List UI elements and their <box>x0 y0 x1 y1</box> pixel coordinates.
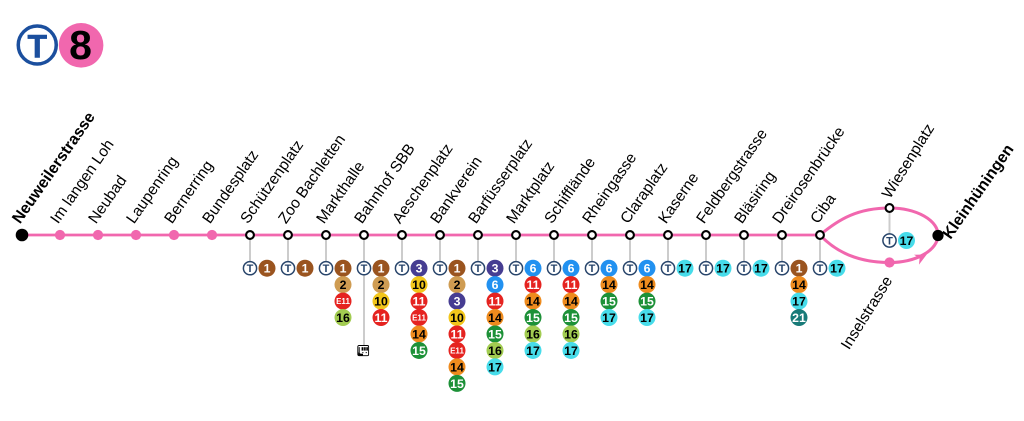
svg-text:10: 10 <box>450 311 464 325</box>
svg-text:15: 15 <box>640 295 654 309</box>
svg-text:6: 6 <box>606 262 613 276</box>
svg-text:T: T <box>886 235 893 247</box>
svg-text:E11: E11 <box>450 346 464 355</box>
svg-text:T: T <box>741 263 748 275</box>
svg-text:11: 11 <box>527 278 540 292</box>
svg-text:1: 1 <box>796 262 803 276</box>
svg-text:14: 14 <box>602 278 616 292</box>
svg-text:14: 14 <box>412 327 426 341</box>
svg-text:14: 14 <box>488 311 502 325</box>
svg-text:14: 14 <box>526 295 540 309</box>
svg-text:E11: E11 <box>336 297 350 306</box>
svg-text:8: 8 <box>69 22 92 68</box>
svg-text:10: 10 <box>374 295 388 309</box>
svg-text:T: T <box>703 263 710 275</box>
svg-text:17: 17 <box>792 295 806 309</box>
svg-text:6: 6 <box>644 262 651 276</box>
svg-text:21: 21 <box>792 311 806 325</box>
svg-text:16: 16 <box>336 311 350 325</box>
svg-text:T: T <box>589 263 596 275</box>
svg-text:T: T <box>627 263 634 275</box>
svg-text:15: 15 <box>564 311 578 325</box>
svg-text:15: 15 <box>526 311 540 325</box>
svg-text:11: 11 <box>413 295 426 309</box>
svg-text:T: T <box>817 263 824 275</box>
svg-text:10: 10 <box>412 278 426 292</box>
svg-text:15: 15 <box>602 295 616 309</box>
svg-text:14: 14 <box>564 295 578 309</box>
svg-text:1: 1 <box>454 262 461 276</box>
svg-text:T: T <box>475 263 482 275</box>
svg-text:T: T <box>285 263 292 275</box>
svg-text:T: T <box>323 263 330 275</box>
svg-text:1: 1 <box>302 262 309 276</box>
svg-text:17: 17 <box>488 360 502 374</box>
svg-text:17: 17 <box>754 262 768 276</box>
svg-text:2: 2 <box>378 278 385 292</box>
svg-text:17: 17 <box>900 234 914 248</box>
svg-text:T: T <box>665 263 672 275</box>
svg-text:16: 16 <box>488 344 502 358</box>
svg-text:2: 2 <box>454 278 461 292</box>
svg-text:15: 15 <box>450 377 464 391</box>
svg-text:11: 11 <box>375 311 388 325</box>
svg-text:T: T <box>247 263 254 275</box>
svg-text:17: 17 <box>830 262 844 276</box>
svg-text:11: 11 <box>565 278 578 292</box>
svg-text:1: 1 <box>340 262 347 276</box>
svg-text:T: T <box>437 263 444 275</box>
svg-text:T: T <box>399 263 406 275</box>
svg-text:16: 16 <box>526 327 540 341</box>
svg-text:16: 16 <box>564 327 578 341</box>
svg-text:1: 1 <box>378 262 385 276</box>
svg-text:T: T <box>779 263 786 275</box>
svg-text:E11: E11 <box>412 313 426 322</box>
svg-text:1: 1 <box>264 262 271 276</box>
svg-text:6: 6 <box>568 262 575 276</box>
svg-text:3: 3 <box>454 295 461 309</box>
svg-text:15: 15 <box>488 327 502 341</box>
svg-text:T: T <box>551 263 558 275</box>
svg-text:17: 17 <box>640 311 654 325</box>
svg-text:14: 14 <box>640 278 654 292</box>
svg-text:T: T <box>513 263 520 275</box>
svg-text:17: 17 <box>716 262 730 276</box>
svg-text:2: 2 <box>340 278 347 292</box>
svg-text:3: 3 <box>492 262 499 276</box>
svg-text:17: 17 <box>678 262 692 276</box>
svg-text:17: 17 <box>526 344 540 358</box>
svg-text:3: 3 <box>416 262 423 276</box>
svg-text:6: 6 <box>530 262 537 276</box>
svg-text:6: 6 <box>492 278 499 292</box>
svg-text:14: 14 <box>450 360 464 374</box>
svg-text:T: T <box>361 263 368 275</box>
svg-text:11: 11 <box>489 295 502 309</box>
svg-text:14: 14 <box>792 278 806 292</box>
svg-text:17: 17 <box>602 311 616 325</box>
svg-text:17: 17 <box>564 344 578 358</box>
svg-text:T: T <box>27 29 47 65</box>
svg-text:11: 11 <box>451 327 464 341</box>
svg-text:15: 15 <box>412 344 426 358</box>
